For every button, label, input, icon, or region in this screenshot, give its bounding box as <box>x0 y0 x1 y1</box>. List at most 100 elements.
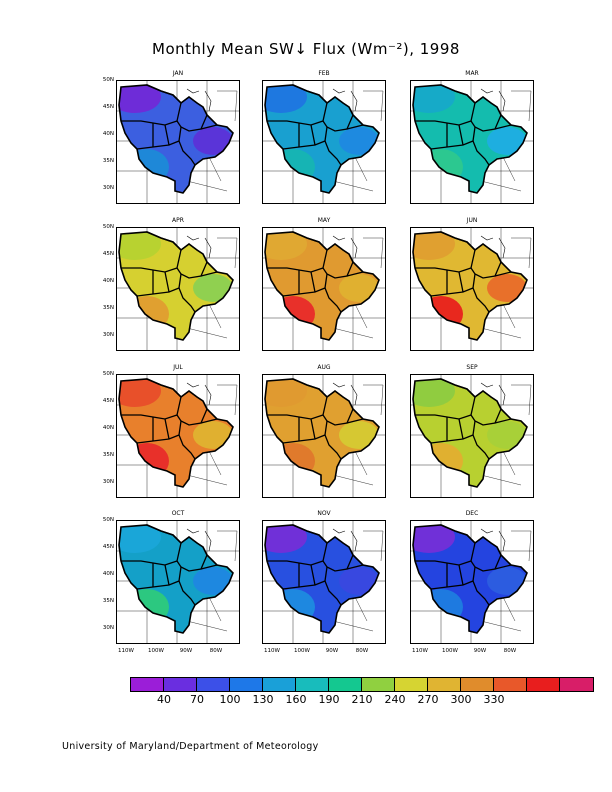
lake-outline <box>498 384 506 406</box>
sub-basin-boundary <box>176 536 208 572</box>
state-boundary <box>363 237 384 269</box>
sub-basin-boundary <box>472 124 512 142</box>
map-panel-aug <box>262 374 386 498</box>
latitude-label: 45N <box>102 544 114 550</box>
sub-basin-boundary <box>324 418 364 436</box>
flux-north <box>265 525 307 553</box>
sub-basin-boundary <box>178 418 218 436</box>
lake-outline <box>186 235 200 241</box>
flux-north <box>265 85 307 113</box>
state-boundary <box>511 237 532 269</box>
map-svg <box>263 375 385 497</box>
panel-month-label: FEB <box>318 70 330 77</box>
latitude-label: 30N <box>102 332 114 338</box>
longitude-label: 90W <box>325 648 339 654</box>
colorbar-swatch <box>164 678 197 691</box>
latitude-label: 40N <box>102 131 114 137</box>
sub-basin-boundary <box>152 563 170 587</box>
colorbar-tick-label: 300 <box>450 693 472 706</box>
latitude-label: 45N <box>102 251 114 257</box>
longitude-label: 110W <box>264 648 280 654</box>
panel-month-label: NOV <box>317 510 331 517</box>
sub-basin-boundary <box>472 564 512 582</box>
latitude-label: 50N <box>102 224 114 230</box>
sub-basin-boundary <box>446 563 464 587</box>
map-svg <box>117 81 239 203</box>
latitude-label: 35N <box>102 305 114 311</box>
colorbar-swatch <box>395 678 428 691</box>
colorbar-tick-label: 330 <box>483 693 505 706</box>
flux-north <box>413 379 455 407</box>
map-svg <box>117 521 239 643</box>
longitude-label: 80W <box>209 648 223 654</box>
map-svg <box>117 375 239 497</box>
flux-east <box>487 421 527 449</box>
state-boundary <box>217 530 238 562</box>
flux-east <box>339 567 379 595</box>
flux-east <box>193 567 233 595</box>
sub-basin-boundary <box>324 271 364 289</box>
map-title: Monthly Mean SW↓ Flux (Wm⁻²), 1998 <box>152 40 460 58</box>
colorbar-tick-label: 160 <box>285 693 307 706</box>
lake-outline <box>332 528 346 534</box>
longitude-label: 110W <box>118 648 134 654</box>
sub-basin-boundary <box>472 271 512 289</box>
latitude-label: 40N <box>102 278 114 284</box>
colorbar-tick-label: 100 <box>219 693 241 706</box>
lake-outline <box>480 382 494 388</box>
panel-month-label: SEP <box>466 364 478 371</box>
lake-outline <box>186 528 200 534</box>
map-svg <box>411 521 533 643</box>
lake-outline <box>332 88 346 94</box>
sub-basin-boundary <box>298 270 316 294</box>
flux-east <box>339 127 379 155</box>
lake-outline <box>204 384 212 406</box>
sub-basin-boundary <box>322 390 354 426</box>
colorbar-swatch <box>494 678 527 691</box>
map-svg <box>411 375 533 497</box>
panel-month-label: MAY <box>317 217 331 224</box>
panel-month-label: MAR <box>465 70 479 77</box>
sub-basin-boundary <box>298 563 316 587</box>
longitude-label: 100W <box>294 648 310 654</box>
sub-basin-boundary <box>176 96 208 132</box>
lake-outline <box>480 88 494 94</box>
lake-outline <box>350 530 358 552</box>
flux-north <box>119 85 161 113</box>
map-panel-jul <box>116 374 240 498</box>
map-panel-jan <box>116 80 240 204</box>
sub-basin-boundary <box>470 96 502 132</box>
colorbar-swatch <box>197 678 230 691</box>
state-boundary <box>217 90 238 122</box>
latitude-label: 30N <box>102 625 114 631</box>
sub-basin-boundary <box>298 417 316 441</box>
state-boundary <box>186 474 228 486</box>
longitude-label: 90W <box>473 648 487 654</box>
longitude-label: 100W <box>148 648 164 654</box>
colorbar-swatch <box>428 678 461 691</box>
lake-outline <box>350 237 358 259</box>
state-boundary <box>480 327 522 339</box>
flux-east <box>193 274 233 302</box>
lake-outline <box>186 88 200 94</box>
panel-month-label: DEC <box>465 510 479 517</box>
lake-outline <box>480 235 494 241</box>
flux-east <box>487 567 527 595</box>
sub-basin-boundary <box>152 417 170 441</box>
lake-outline <box>350 90 358 112</box>
sub-basin-boundary <box>322 96 354 132</box>
flux-north <box>119 379 161 407</box>
sub-basin-boundary <box>472 418 512 436</box>
map-panel-dec <box>410 520 534 644</box>
colorbar-swatch <box>296 678 329 691</box>
latitude-label: 50N <box>102 371 114 377</box>
colorbar-swatch <box>362 678 395 691</box>
flux-north <box>265 232 307 260</box>
latitude-label: 40N <box>102 571 114 577</box>
latitude-label: 40N <box>102 425 114 431</box>
colorbar-tick-label: 210 <box>351 693 373 706</box>
panel-month-label: OCT <box>171 510 185 517</box>
sub-basin-boundary <box>152 123 170 147</box>
lake-outline <box>350 384 358 406</box>
sub-basin-boundary <box>446 270 464 294</box>
